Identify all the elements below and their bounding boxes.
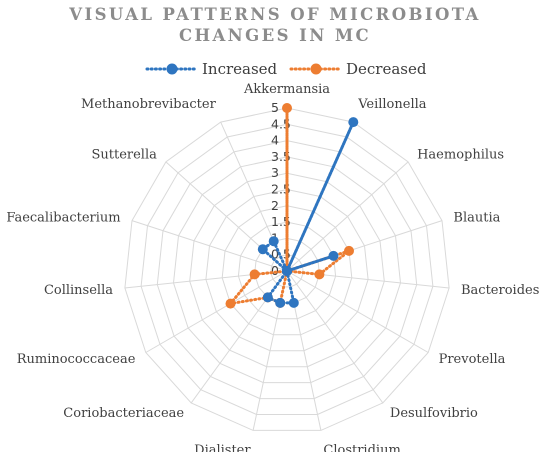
data-point xyxy=(275,297,286,308)
category-label: Ruminococcaceae xyxy=(17,352,136,367)
grid-spoke xyxy=(145,270,288,353)
category-label: Dialister xyxy=(194,443,251,452)
data-point xyxy=(225,298,236,309)
grid-ring xyxy=(172,156,402,384)
category-label: Bacteroides xyxy=(461,283,539,298)
grid-spoke xyxy=(286,270,450,289)
category-label: Faecalibacterium xyxy=(6,210,120,225)
tick-label: 0 xyxy=(271,263,279,278)
category-label: Collinsella xyxy=(44,283,113,298)
tick-label: 2 xyxy=(271,198,279,213)
category-label: Blautia xyxy=(453,210,500,225)
series-increased xyxy=(257,117,359,308)
grid-ring xyxy=(156,140,418,400)
grid-ring xyxy=(205,188,369,352)
chart-title-line-1: VISUAL PATTERNS OF MICROBIOTA xyxy=(68,5,480,24)
legend-label-increased: Increased xyxy=(202,60,278,78)
tick-label: 3 xyxy=(271,165,279,180)
category-label: Coriobacteriaceae xyxy=(63,406,184,421)
grid-spoke xyxy=(286,270,384,404)
grid-ring xyxy=(237,221,337,320)
tick-label: 5 xyxy=(271,100,279,115)
category-label: Veillonella xyxy=(357,97,427,112)
grid-spoke xyxy=(286,161,409,272)
category-label: Akkermansia xyxy=(243,82,330,97)
data-point xyxy=(288,297,299,308)
data-point xyxy=(344,245,354,256)
grid-ring xyxy=(221,205,353,336)
data-point xyxy=(268,236,279,247)
grid-ring xyxy=(140,123,434,415)
grid-spoke xyxy=(131,220,288,272)
data-point xyxy=(314,269,325,280)
grid-spoke xyxy=(286,270,429,353)
data-point xyxy=(282,103,292,113)
category-label: Haemophilus xyxy=(417,147,504,162)
category-label: Methanobrevibacter xyxy=(81,97,217,112)
legend-label-decreased: Decreased xyxy=(346,60,427,78)
category-label: Desulfovibrio xyxy=(390,406,478,421)
legend-marker-decreased xyxy=(310,63,322,75)
data-point xyxy=(348,117,359,128)
data-series xyxy=(225,103,359,309)
tick-label: 4 xyxy=(271,133,279,148)
legend-marker-increased xyxy=(166,63,178,75)
data-point xyxy=(328,250,339,261)
data-point xyxy=(257,244,268,255)
category-label: Sutterella xyxy=(91,147,157,162)
category-label: Clostridium xyxy=(323,443,400,452)
grid-ring xyxy=(270,254,304,288)
data-point xyxy=(262,292,273,303)
category-label: Prevotella xyxy=(439,352,506,367)
data-point xyxy=(249,269,260,280)
data-point xyxy=(282,266,292,276)
legend: Increased Decreased xyxy=(145,60,427,78)
chart-title-line-2: CHANGES IN MC xyxy=(179,26,371,45)
grid-ring xyxy=(189,172,385,368)
category-labels: Akkermansia Veillonella Haemophilus Blautia… xyxy=(6,82,539,452)
grid-ring xyxy=(124,107,450,431)
